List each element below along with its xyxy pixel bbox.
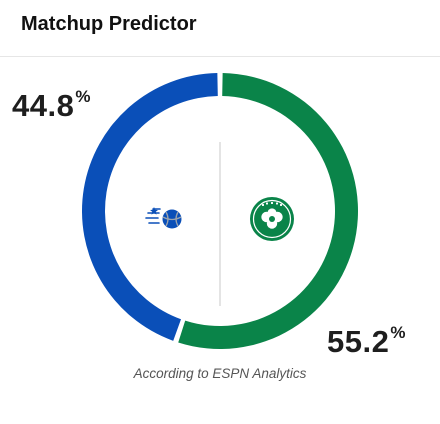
right-team-probability-segment xyxy=(178,73,359,350)
right-team-percent-value: 55.2 xyxy=(327,324,390,359)
boston-celtics-logo-icon xyxy=(250,197,294,241)
title-divider xyxy=(0,56,440,57)
right-team-win-percent: 55.2% xyxy=(327,324,405,357)
right-team-percent-symbol: % xyxy=(390,323,406,342)
left-team-percent-value: 44.8 xyxy=(12,88,75,123)
left-team-percent-symbol: % xyxy=(75,87,91,106)
left-team-win-percent: 44.8% xyxy=(12,88,90,121)
widget-title: Matchup Predictor xyxy=(21,13,197,35)
source-attribution: According to ESPN Analytics xyxy=(133,366,307,381)
orlando-magic-logo-icon xyxy=(145,207,182,229)
left-team-probability-segment xyxy=(81,73,218,341)
